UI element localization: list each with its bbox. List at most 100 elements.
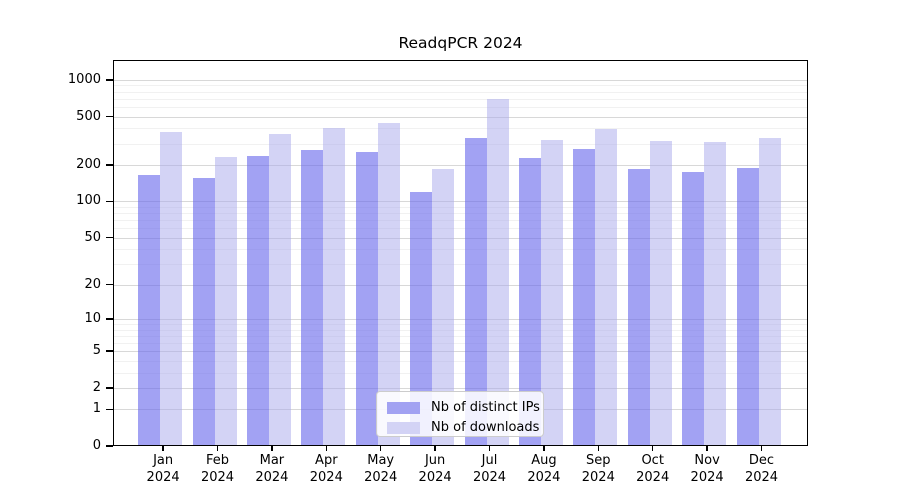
x-tick-mark [488,446,491,451]
minor-gridline [113,206,808,208]
minor-gridline [113,143,808,145]
x-tick-mark [325,446,327,451]
x-tick-mark [379,446,382,451]
bar-jul-distinct-ips [464,138,487,446]
bar-jan-distinct-ips [138,175,161,446]
major-gridline [113,116,808,118]
x-tick-label: Nov 2024 [675,452,739,486]
y-tick-label: 10 [84,310,101,326]
bar-may-distinct-ips [355,152,378,446]
bar-jun-downloads [432,169,455,446]
year-label: 2024 [744,470,779,485]
minor-gridline [113,91,808,93]
x-tick-label: Dec 2024 [730,452,794,486]
y-tick-label: 500 [76,108,101,124]
major-gridline [113,201,808,203]
year-label: 2024 [418,470,452,485]
y-tick-mark [106,408,113,410]
y-tick-label: 50 [84,229,101,245]
month-label: Nov [694,453,720,468]
bar-may-downloads [377,123,400,446]
major-gridline [113,79,808,81]
y-tick-label: 2 [92,379,101,395]
x-tick-mark [706,446,708,451]
legend-entry: Nb of distinct IPs [387,398,543,418]
month-label: Jan [153,453,174,468]
bar-sep-distinct-ips [573,149,596,446]
bar-dec-downloads [758,137,781,446]
x-tick-label: Mar 2024 [240,452,304,486]
bar-apr-distinct-ips [301,150,324,446]
minor-gridline [113,98,808,100]
minor-gridline [113,372,808,374]
minor-gridline [113,85,808,87]
legend-label: Nb of distinct IPs [431,400,540,415]
major-gridline [113,318,808,320]
x-tick-label: Jun 2024 [403,452,467,486]
y-tick-label: 100 [76,193,101,209]
minor-gridline [113,220,808,222]
chart-title: ReadqPCR 2024 [398,34,523,52]
month-label: Sep [586,453,611,468]
bar-dec-distinct-ips [736,167,759,446]
bar-aug-downloads [540,140,563,446]
year-label: 2024 [200,470,235,485]
year-label: 2024 [636,470,670,485]
x-tick-mark [597,446,599,451]
y-tick-mark [106,445,113,447]
x-tick-label: May 2024 [349,452,413,486]
x-tick-label: Apr 2024 [294,452,358,486]
month-label: Oct [641,453,664,468]
y-tick-mark [106,350,113,352]
x-tick-mark [760,446,763,451]
year-label: 2024 [581,470,615,485]
minor-gridline [113,335,808,337]
year-label: 2024 [364,470,398,485]
bar-oct-downloads [649,140,672,446]
minor-gridline [113,128,808,130]
minor-gridline [113,360,808,362]
year-label: 2024 [255,470,289,485]
y-tick-mark [106,200,113,203]
bar-oct-distinct-ips [627,169,650,446]
bar-jun-distinct-ips [410,191,433,446]
x-tick-mark [271,446,273,451]
bar-aug-distinct-ips [518,158,541,446]
x-tick-mark [434,446,436,451]
major-gridline [113,237,808,239]
y-tick-label: 1 [92,401,101,417]
minor-gridline [113,213,808,215]
bar-sep-downloads [595,129,618,446]
y-tick-mark [106,387,113,389]
minor-gridline [113,324,808,325]
x-tick-label: Feb 2024 [186,452,250,486]
y-tick-mark [106,236,113,239]
major-gridline [113,351,808,352]
bars-layer [113,60,808,446]
y-tick-label: 5 [92,343,101,358]
major-gridline [113,387,808,389]
bar-mar-downloads [268,134,291,446]
month-label: Aug [531,453,557,468]
minor-gridline [113,249,808,251]
y-tick-mark [106,115,113,118]
month-label: Jul [481,453,498,468]
month-label: Jun [424,453,446,468]
bar-jan-downloads [160,131,183,446]
major-gridline [113,164,808,166]
x-tick-label: Jul 2024 [458,452,522,486]
month-label: Feb [205,453,230,468]
year-label: 2024 [309,470,343,485]
minor-gridline [113,342,808,344]
y-tick-mark [106,283,113,286]
plot-area: Nb of distinct IPs Nb of downloads [113,60,808,446]
year-label: 2024 [472,470,507,485]
x-tick-mark [543,446,545,451]
x-tick-mark [162,446,164,451]
legend-entry: Nb of downloads [387,418,543,438]
month-label: Dec [748,453,775,468]
bar-feb-downloads [214,157,237,446]
bar-mar-distinct-ips [246,155,269,446]
month-label: May [367,453,395,468]
